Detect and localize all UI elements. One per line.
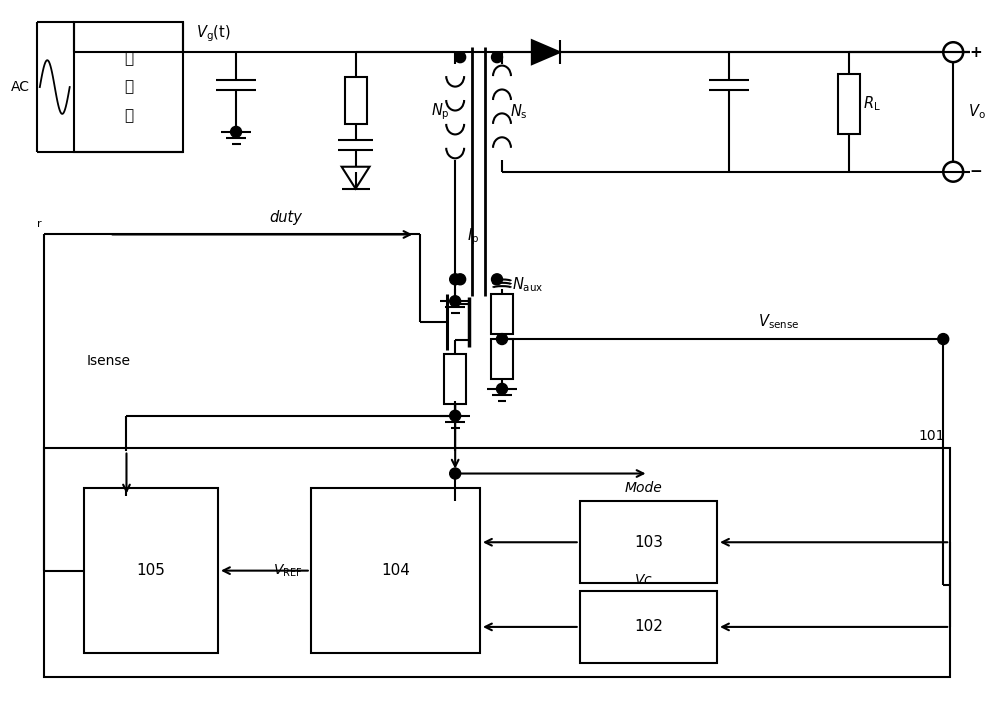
Bar <box>838 74 860 134</box>
Text: $V_{\rm g}$(t): $V_{\rm g}$(t) <box>196 23 231 44</box>
Bar <box>84 489 218 653</box>
Text: 102: 102 <box>634 619 663 635</box>
Text: $N_{\rm p}$: $N_{\rm p}$ <box>431 102 450 122</box>
Bar <box>444 354 466 404</box>
Text: 整: 整 <box>124 51 133 66</box>
Text: 104: 104 <box>381 563 410 578</box>
Text: 105: 105 <box>136 563 165 578</box>
Circle shape <box>497 333 507 345</box>
Bar <box>74 23 183 152</box>
Text: r: r <box>37 220 42 229</box>
Bar <box>44 448 950 677</box>
Text: 101: 101 <box>919 429 945 443</box>
Text: $R_{\rm L}$: $R_{\rm L}$ <box>863 95 880 114</box>
Text: −: − <box>969 164 982 179</box>
Circle shape <box>450 410 461 421</box>
Polygon shape <box>532 40 560 64</box>
Text: duty: duty <box>269 210 302 225</box>
Polygon shape <box>342 167 370 189</box>
Bar <box>491 339 513 379</box>
Text: $N_{\rm aux}$: $N_{\rm aux}$ <box>512 275 543 294</box>
Text: $V_{\rm sense}$: $V_{\rm sense}$ <box>758 312 800 331</box>
Text: $Vc$: $Vc$ <box>634 573 653 587</box>
Text: Isense: Isense <box>87 354 131 368</box>
Circle shape <box>497 383 507 395</box>
Circle shape <box>450 468 461 479</box>
Text: $I_{\rm p}$: $I_{\rm p}$ <box>467 226 479 247</box>
Text: Mode: Mode <box>625 481 662 496</box>
Circle shape <box>231 126 242 138</box>
Bar <box>580 591 717 663</box>
Circle shape <box>450 274 461 285</box>
Circle shape <box>938 333 949 345</box>
Circle shape <box>455 52 466 63</box>
Text: $N_{\rm s}$: $N_{\rm s}$ <box>510 102 528 121</box>
Text: 流: 流 <box>124 80 133 95</box>
Bar <box>580 501 717 583</box>
Text: 桥: 桥 <box>124 108 133 123</box>
Text: 103: 103 <box>634 534 663 550</box>
Text: $V_{\rm o}$: $V_{\rm o}$ <box>968 102 986 121</box>
Text: AC: AC <box>10 80 29 94</box>
Bar <box>311 489 480 653</box>
Bar <box>345 77 367 124</box>
Circle shape <box>450 296 461 306</box>
Text: $V_{\rm REF}$: $V_{\rm REF}$ <box>273 563 303 579</box>
Text: +: + <box>969 44 982 60</box>
Circle shape <box>455 274 466 285</box>
Circle shape <box>492 52 502 63</box>
Bar <box>491 294 513 334</box>
Circle shape <box>492 274 502 285</box>
